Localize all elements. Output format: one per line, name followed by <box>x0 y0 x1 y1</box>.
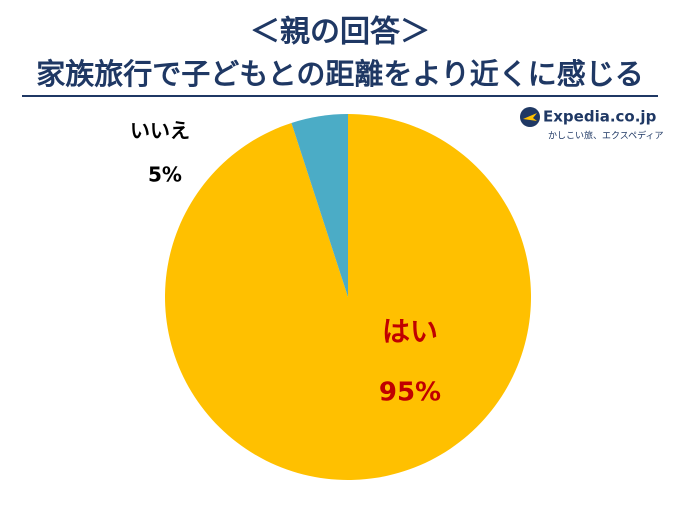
logo-plane <box>523 113 537 121</box>
chart-subtitle: 家族旅行で子どもとの距離をより近くに感じる <box>36 57 644 91</box>
category-label: はい <box>382 315 438 348</box>
logo-name: Expedia.co.jp <box>543 108 657 126</box>
logo-tagline: かしこい旅、エクスペディア <box>548 130 663 142</box>
value-label: 5% <box>148 163 182 187</box>
chart-title: ＜親の回答＞ <box>250 15 430 50</box>
category-label: いいえ <box>130 119 190 143</box>
pie-slice <box>165 114 532 481</box>
pie-slice <box>291 114 348 297</box>
value-label: 95% <box>379 378 441 408</box>
logo: Expedia.co.jp かしこい旅、エクスペディア <box>520 107 663 142</box>
